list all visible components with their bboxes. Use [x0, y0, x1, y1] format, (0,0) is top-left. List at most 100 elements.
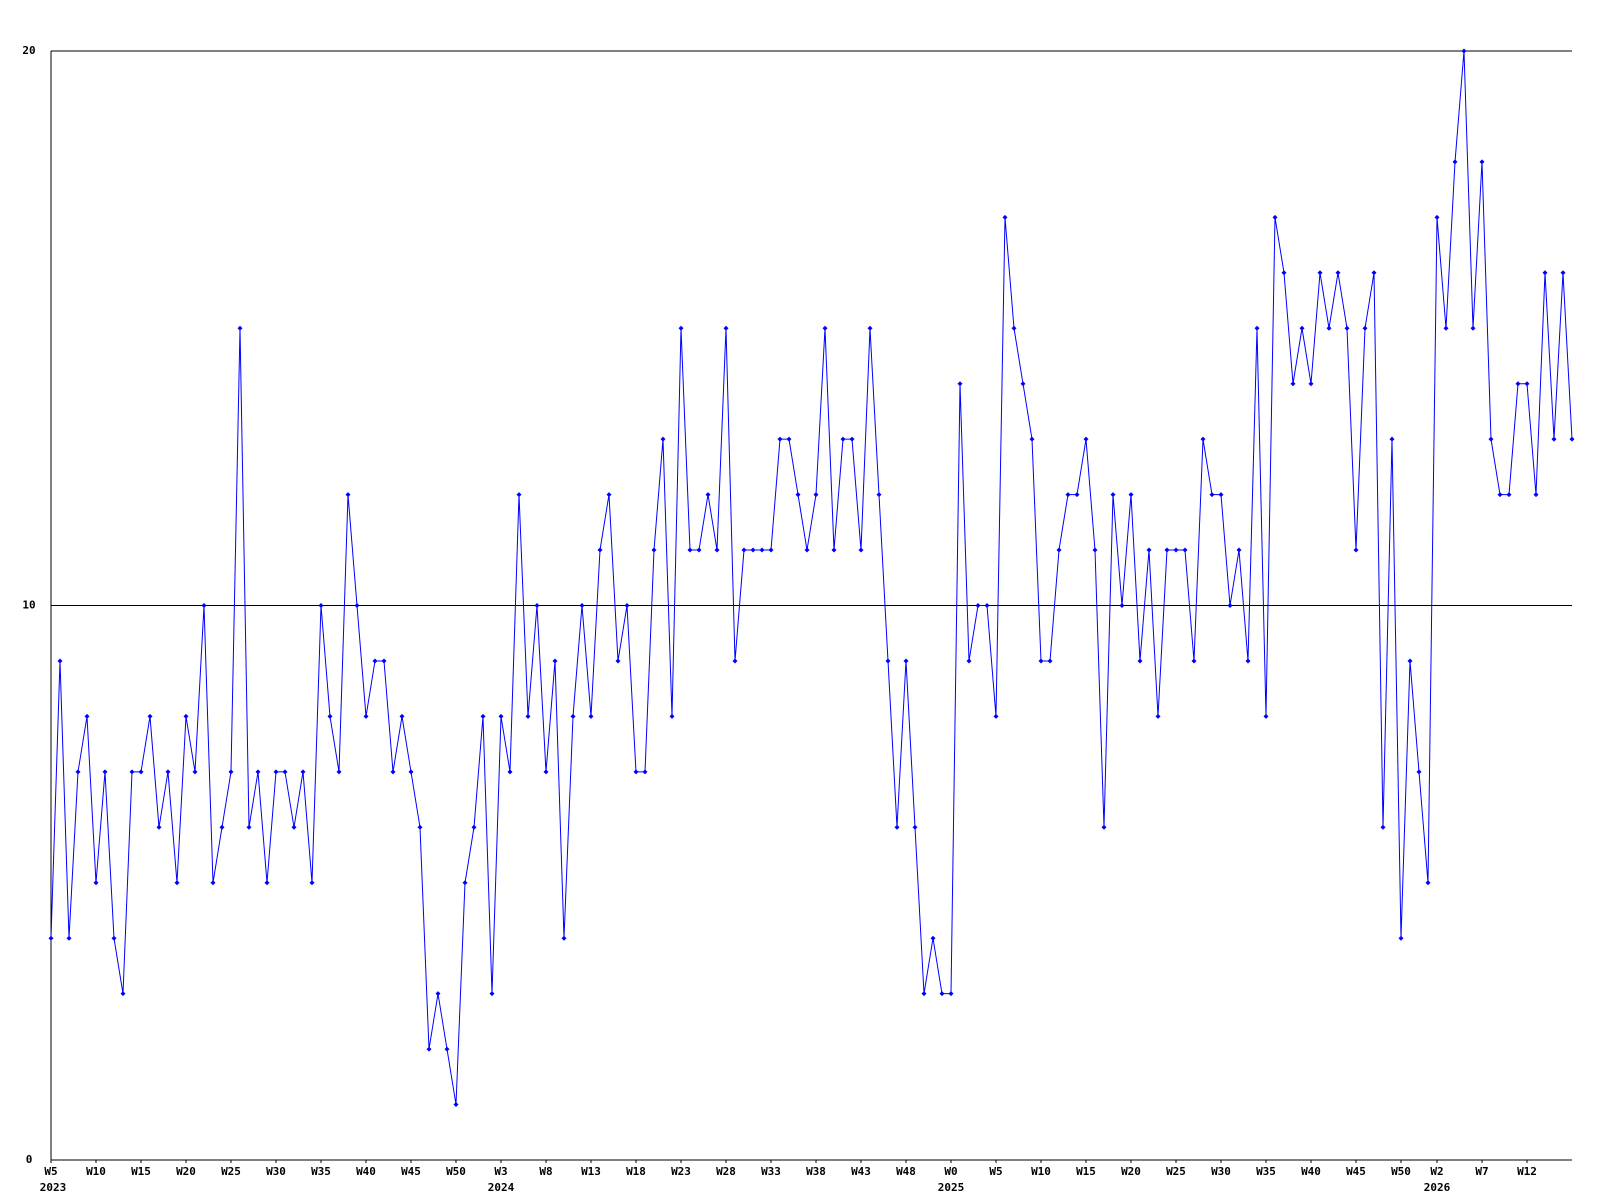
point [948, 991, 954, 997]
x-tick-label: W0 [944, 1165, 957, 1178]
point [723, 325, 729, 331]
x-tick-label: W40 [1301, 1165, 1321, 1178]
x-tick-label: W13 [581, 1165, 601, 1178]
point [1299, 325, 1305, 331]
point [903, 658, 909, 664]
point [1425, 880, 1431, 886]
point [912, 824, 918, 830]
x-tick-label: W7 [1475, 1165, 1488, 1178]
x-tick-label: W25 [221, 1165, 241, 1178]
year-label: 2025 [938, 1181, 965, 1194]
point [300, 769, 306, 775]
point [183, 713, 189, 719]
point [687, 547, 693, 553]
point [48, 935, 54, 941]
point [57, 658, 63, 664]
point [210, 880, 216, 886]
point [1056, 547, 1062, 553]
y-tick-label: 10 [22, 599, 35, 612]
point [1074, 492, 1080, 498]
point [1461, 48, 1467, 54]
point [660, 436, 666, 442]
point [1254, 325, 1260, 331]
point [1164, 547, 1170, 553]
point [1236, 547, 1242, 553]
point [1011, 325, 1017, 331]
point [957, 381, 963, 387]
point [1047, 658, 1053, 664]
point [813, 492, 819, 498]
point [606, 492, 612, 498]
x-tick-label: W50 [446, 1165, 466, 1178]
point [390, 769, 396, 775]
x-tick-label: W48 [896, 1165, 916, 1178]
point [1497, 492, 1503, 498]
x-tick-label: W35 [311, 1165, 331, 1178]
point [1524, 381, 1530, 387]
point [588, 713, 594, 719]
point [1560, 270, 1566, 276]
x-tick-label: W5 [989, 1165, 1002, 1178]
point [867, 325, 873, 331]
point [1191, 658, 1197, 664]
point [93, 880, 99, 886]
point [255, 769, 261, 775]
point [453, 1102, 459, 1108]
point [336, 769, 342, 775]
point [750, 547, 756, 553]
x-tick-label: W20 [176, 1165, 196, 1178]
x-tick-label: W45 [1346, 1165, 1366, 1178]
point [570, 713, 576, 719]
x-tick-label: W20 [1121, 1165, 1141, 1178]
point [1272, 214, 1278, 220]
x-tick-label: W40 [356, 1165, 376, 1178]
point [939, 991, 945, 997]
point [1173, 547, 1179, 553]
point [120, 991, 126, 997]
x-tick-label: W10 [1031, 1165, 1051, 1178]
point [876, 492, 882, 498]
point [1083, 436, 1089, 442]
point [84, 713, 90, 719]
x-tick-label: W33 [761, 1165, 781, 1178]
point [1002, 214, 1008, 220]
point [480, 713, 486, 719]
point [66, 935, 72, 941]
point [1416, 769, 1422, 775]
point [426, 1046, 432, 1052]
point [1551, 436, 1557, 442]
x-tick-label: W38 [806, 1165, 826, 1178]
point [444, 1046, 450, 1052]
y-tick-label: 20 [22, 44, 35, 57]
point [273, 769, 279, 775]
point [1488, 436, 1494, 442]
point [543, 769, 549, 775]
point [1308, 381, 1314, 387]
point [804, 547, 810, 553]
point [795, 492, 801, 498]
point [147, 713, 153, 719]
point [192, 769, 198, 775]
point [1389, 436, 1395, 442]
x-tick-label: W30 [1211, 1165, 1231, 1178]
point [741, 547, 747, 553]
point [1092, 547, 1098, 553]
point [1263, 713, 1269, 719]
point [1398, 935, 1404, 941]
point [354, 603, 360, 608]
x-tick-label: W23 [671, 1165, 691, 1178]
point [363, 713, 369, 719]
point [507, 769, 513, 775]
point [75, 769, 81, 775]
point [624, 603, 630, 608]
point [894, 824, 900, 830]
x-tick-label: W10 [86, 1165, 106, 1178]
x-tick-label: W15 [1076, 1165, 1096, 1178]
point [399, 713, 405, 719]
point [822, 325, 828, 331]
point [1362, 325, 1368, 331]
point [1227, 603, 1233, 608]
point [534, 603, 540, 608]
point [768, 547, 774, 553]
point [1533, 492, 1539, 498]
